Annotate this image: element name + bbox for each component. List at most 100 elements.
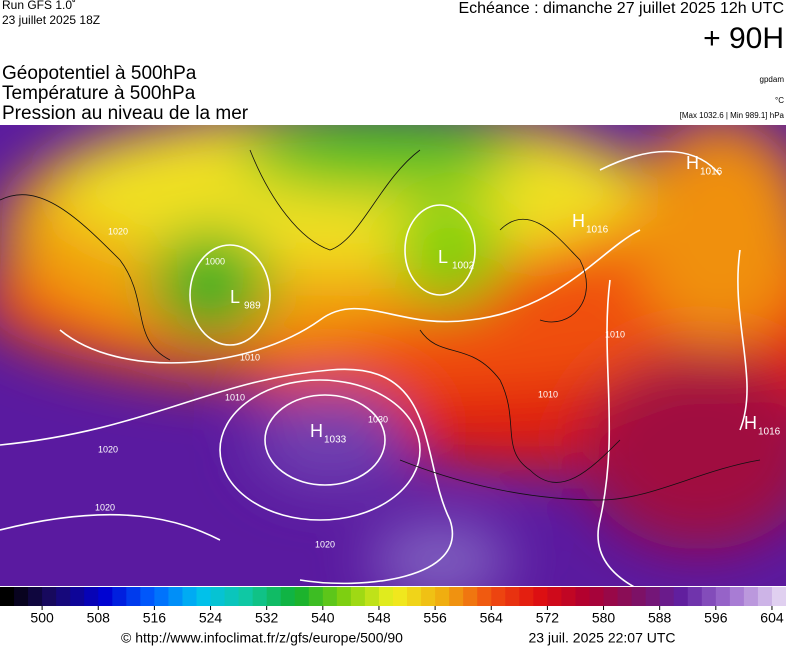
isobar-label: 1020 bbox=[98, 444, 118, 454]
field-label: Géopotentiel à 500hPa bbox=[2, 63, 197, 84]
colorbar-swatch bbox=[182, 587, 197, 606]
colorbar-swatch bbox=[589, 587, 605, 606]
colorbar-swatch bbox=[435, 587, 450, 606]
colorbar-swatch bbox=[364, 587, 380, 606]
colorbar-tick-label: 596 bbox=[704, 610, 728, 626]
colorbar-swatch bbox=[308, 587, 324, 606]
unit-label: gpdam bbox=[760, 75, 785, 84]
colorbar-swatch bbox=[224, 587, 240, 606]
field-label: Pression au niveau de la mer bbox=[2, 103, 249, 124]
colorbar-swatch bbox=[126, 587, 141, 606]
pressure-center-letter: L bbox=[230, 287, 240, 307]
isobar-label: 1020 bbox=[95, 502, 115, 512]
field-label: Température à 500hPa bbox=[2, 83, 196, 104]
colorbar-swatch bbox=[491, 587, 506, 606]
isobar-label: 1030 bbox=[368, 414, 388, 424]
pressure-center-letter: H bbox=[572, 211, 585, 231]
colorbar-swatch bbox=[687, 587, 703, 606]
colorbar-swatch bbox=[673, 587, 689, 606]
colorbar-swatch bbox=[238, 587, 254, 606]
colorbar-tick-label: 604 bbox=[760, 610, 784, 626]
colorbar-swatch bbox=[421, 587, 436, 606]
colorbar-swatch bbox=[701, 587, 717, 606]
colorbar-tick-label: 572 bbox=[536, 610, 560, 626]
colorbar-swatch bbox=[42, 587, 57, 606]
isobar-label: 1010 bbox=[538, 389, 558, 399]
colorbar-swatch bbox=[336, 587, 352, 606]
colorbar-tick-label: 580 bbox=[592, 610, 616, 626]
colorbar-swatch bbox=[631, 587, 647, 606]
pressure-center-value: 1016 bbox=[758, 427, 781, 438]
pressure-center-value: 1033 bbox=[324, 435, 347, 446]
colorbar-swatch bbox=[743, 587, 759, 606]
colorbar-swatch bbox=[84, 587, 99, 606]
run-label: Run GFS 1.0˚ bbox=[2, 0, 76, 12]
colorbar-tick-label: 564 bbox=[480, 610, 504, 626]
colorbar-swatch bbox=[280, 587, 296, 606]
colorbar-swatch bbox=[210, 587, 226, 606]
colorbar-swatch bbox=[659, 587, 675, 606]
colorbar-swatch bbox=[757, 587, 773, 606]
source-link: © http://www.infoclimat.fr/z/gfs/europe/… bbox=[121, 630, 403, 646]
colorbar-swatch bbox=[533, 587, 548, 606]
colorbar-tick-label: 524 bbox=[199, 610, 223, 626]
generated-time: 23 juil. 2025 22:07 UTC bbox=[528, 630, 675, 646]
colorbar-swatch bbox=[154, 587, 169, 606]
colorbar-swatch bbox=[294, 587, 310, 606]
unit-label: °C bbox=[775, 96, 784, 105]
colorbar-swatch bbox=[378, 587, 394, 606]
colorbar-swatch bbox=[140, 587, 155, 606]
isobar-label: 1020 bbox=[315, 539, 335, 549]
colorbar-tick-label: 540 bbox=[311, 610, 335, 626]
colorbar-swatch bbox=[449, 587, 464, 606]
pressure-center-value: 1002 bbox=[452, 261, 475, 272]
pressure-center-value: 1016 bbox=[700, 167, 723, 178]
isobar-label: 1010 bbox=[225, 392, 245, 402]
lead-time: + 90H bbox=[703, 22, 784, 55]
colorbar-swatch bbox=[70, 587, 85, 606]
colorbar-swatch bbox=[322, 587, 338, 606]
colorbar-tick-label: 548 bbox=[367, 610, 391, 626]
colorbar-swatch bbox=[407, 587, 422, 606]
colorbar-swatch bbox=[505, 587, 520, 606]
colorbar-swatch bbox=[0, 587, 15, 606]
colorbar-swatch bbox=[547, 587, 562, 606]
pressure-center-letter: L bbox=[438, 247, 448, 267]
colorbar-swatch bbox=[715, 587, 731, 606]
pressure-center-letter: H bbox=[686, 153, 699, 173]
colorbar-tick-label: 532 bbox=[255, 610, 279, 626]
colorbar-swatch bbox=[350, 587, 366, 606]
colorbar-swatch bbox=[196, 587, 212, 606]
coastlines bbox=[0, 149, 761, 501]
map bbox=[0, 125, 786, 586]
pressure-center-letter: H bbox=[744, 413, 757, 433]
isobar-label: 1000 bbox=[205, 256, 225, 266]
colorbar-swatch bbox=[252, 587, 268, 606]
pressure-center-letter: H bbox=[310, 421, 323, 441]
colorbar-swatch bbox=[771, 587, 786, 606]
isobar-label: 1010 bbox=[240, 352, 260, 362]
pressure-center-value: 1016 bbox=[586, 225, 609, 236]
colorbar-swatch bbox=[168, 587, 183, 606]
run-date: 23 juillet 2025 18Z bbox=[2, 13, 100, 27]
colorbar-swatch bbox=[645, 587, 661, 606]
colorbar-swatch bbox=[393, 587, 408, 606]
unit-label: [Max 1032.6 | Min 989.1] hPa bbox=[680, 111, 785, 120]
colorbar-swatch bbox=[56, 587, 71, 606]
colorbar-swatch bbox=[28, 587, 43, 606]
colorbar-swatch bbox=[617, 587, 633, 606]
colorbar-swatch bbox=[575, 587, 590, 606]
colorbar-swatch bbox=[266, 587, 282, 606]
colorbar-tick-label: 516 bbox=[143, 610, 167, 626]
forecast-time: Echéance : dimanche 27 juillet 2025 12h … bbox=[458, 0, 784, 17]
colorbar-swatch bbox=[519, 587, 534, 606]
colorbar-tick-label: 500 bbox=[30, 610, 54, 626]
colorbar-swatch bbox=[112, 587, 127, 606]
colorbar-swatch bbox=[463, 587, 478, 606]
colorbar-swatch bbox=[729, 587, 745, 606]
isobars bbox=[0, 150, 748, 586]
colorbar-swatch bbox=[603, 587, 619, 606]
colorbar-swatch bbox=[98, 587, 113, 606]
colorbar-swatch bbox=[561, 587, 576, 606]
